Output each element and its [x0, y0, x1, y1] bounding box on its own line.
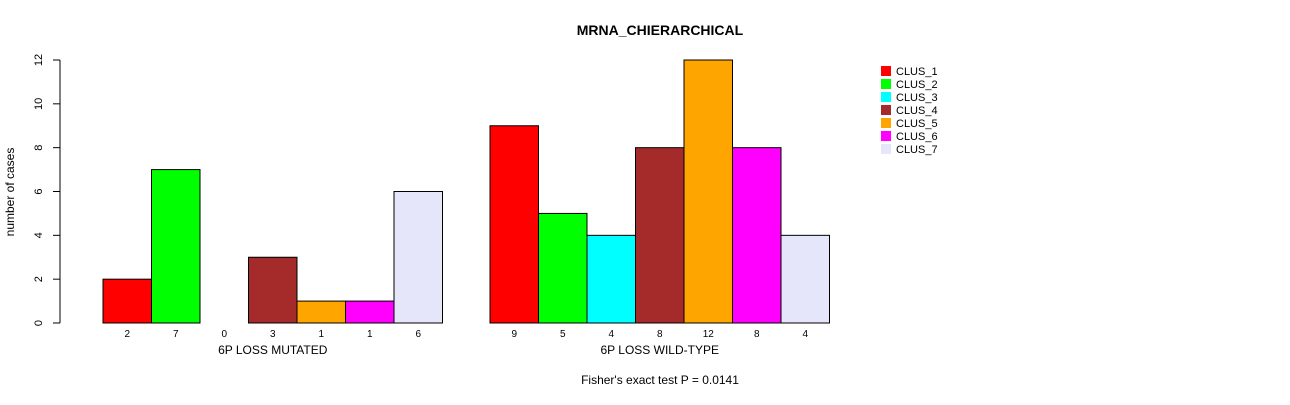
legend-entry-label: CLUS_4: [896, 105, 938, 117]
bar-count-label: 1: [318, 329, 324, 340]
bar-count-label: 12: [703, 329, 715, 340]
fisher-test-note: Fisher's exact test P = 0.0141: [581, 373, 739, 387]
legend-entry-label: CLUS_5: [896, 118, 938, 130]
y-tick-label: 12: [33, 54, 45, 66]
bar-count-label: 7: [173, 329, 179, 340]
bar-clus-7-group-1: [393, 191, 443, 324]
y-tick-label: 8: [33, 145, 45, 151]
bar-count-label: 5: [560, 329, 566, 340]
legend-swatch-clus-5: [881, 118, 891, 128]
y-axis: 0 2 4 6 8 10 12: [33, 54, 61, 326]
bar-clus-5-group-1: [296, 300, 346, 324]
bar-clus-1-group-2: [489, 125, 539, 324]
legend-swatch-clus-1: [881, 66, 891, 76]
bar-count-label: 2: [124, 329, 130, 340]
bar-clus-2-group-1: [151, 169, 201, 324]
group-label-1: 6P LOSS MUTATED: [218, 343, 328, 357]
bar-clus-6-group-1: [345, 300, 395, 324]
bar-clus-1-group-1: [102, 278, 152, 324]
group-label-2: 6P LOSS WILD-TYPE: [601, 343, 719, 357]
legend-swatch-clus-6: [881, 131, 891, 141]
bar-clus-4-group-2: [635, 147, 685, 324]
legend-entry-label: CLUS_2: [896, 79, 938, 91]
bar-count-label: 8: [754, 329, 760, 340]
y-tick-label: 6: [33, 188, 45, 194]
bar-count-label: 6: [415, 329, 421, 340]
y-tick-label: 4: [33, 232, 45, 238]
legend-entry-label: CLUS_6: [896, 131, 938, 143]
bar-count-label: 9: [511, 329, 517, 340]
bar-count-label: 0: [221, 329, 227, 340]
y-tick-label: 2: [33, 276, 45, 282]
legend-swatch-clus-4: [881, 105, 891, 115]
bar-clus-6-group-2: [732, 147, 782, 324]
y-axis-label: number of cases: [3, 148, 17, 237]
legend-swatch-clus-2: [881, 79, 891, 89]
bar-count-label: 8: [657, 329, 663, 340]
group-labels: 6P LOSS MUTATED 6P LOSS WILD-TYPE: [218, 343, 719, 357]
bar-clus-5-group-2: [683, 59, 733, 324]
bar-count-label: 3: [270, 329, 276, 340]
bars-group: 2 7 0 3 1 1 6 9 5 4 8 12 8 4: [102, 59, 830, 340]
bar-count-label: 1: [367, 329, 373, 340]
legend-entry-label: CLUS_3: [896, 92, 938, 104]
legend: CLUS_1CLUS_2CLUS_3CLUS_4CLUS_5CLUS_6CLUS…: [881, 66, 938, 156]
y-tick-label: 0: [33, 320, 45, 326]
legend-entry-label: CLUS_7: [896, 144, 938, 156]
chart-title: MRNA_CHIERARCHICAL: [577, 22, 744, 38]
legend-entry-label: CLUS_1: [896, 66, 938, 78]
bar-clus-3-group-2: [586, 234, 636, 324]
bar-count-label: 4: [802, 329, 808, 340]
bar-clus-4-group-1: [248, 256, 298, 324]
legend-swatch-clus-7: [881, 144, 891, 154]
y-tick-label: 10: [33, 98, 45, 110]
bar-clus-2-group-2: [538, 212, 588, 324]
bar-count-label: 4: [608, 329, 614, 340]
bar-clus-7-group-2: [780, 234, 830, 324]
legend-swatch-clus-3: [881, 92, 891, 102]
